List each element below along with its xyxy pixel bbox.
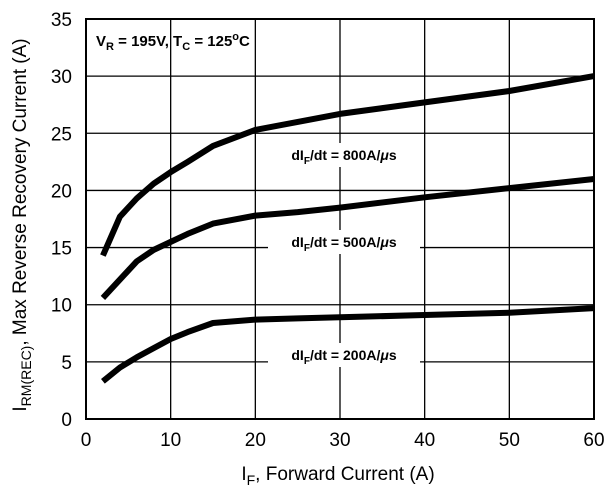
y-tick-label: 35 <box>51 10 72 31</box>
y-tick-label: 30 <box>51 67 72 88</box>
tick-labels: 0 10 20 30 40 50 60 0 5 10 15 20 25 30 35 <box>51 10 605 451</box>
series-line-2 <box>101 305 595 384</box>
series-labels: dIF/dt = 800A/μs dIF/dt = 500A/μs dIF/dt =… <box>268 143 420 367</box>
series-label-background <box>268 230 420 254</box>
grid-lines <box>85 18 595 420</box>
y-tick-label: 0 <box>61 410 72 431</box>
condition-annotation: VR = 195V, TC = 125oC <box>96 31 250 53</box>
series-label-background <box>268 343 420 367</box>
x-tick-label: 40 <box>414 430 435 451</box>
y-tick-label: 5 <box>61 353 72 374</box>
series-label-0: dIF/dt = 800A/μs <box>291 147 396 167</box>
x-tick-label: 20 <box>245 430 266 451</box>
y-axis-label: IRM(REC), Max Reverse Recovery Current (… <box>10 38 34 411</box>
series-label-background <box>268 143 420 167</box>
x-axis-label: IF, Forward Current (A) <box>241 464 434 488</box>
plot-frame <box>85 18 595 420</box>
x-tick-label: 0 <box>81 430 92 451</box>
series-line-1 <box>100 176 595 300</box>
x-tick-label: 60 <box>583 430 604 451</box>
y-tick-label: 20 <box>51 181 72 202</box>
y-tick-label: 15 <box>51 239 72 260</box>
y-tick-label: 10 <box>51 296 72 317</box>
series-line-0 <box>100 73 595 257</box>
series-label-1: dIF/dt = 500A/μs <box>291 234 396 254</box>
y-tick-label: 25 <box>51 124 72 145</box>
series-label-2: dIF/dt = 200A/μs <box>291 347 396 367</box>
x-tick-label: 50 <box>499 430 520 451</box>
series-curves <box>100 73 595 384</box>
x-tick-label: 10 <box>160 430 181 451</box>
x-tick-label: 30 <box>329 430 350 451</box>
